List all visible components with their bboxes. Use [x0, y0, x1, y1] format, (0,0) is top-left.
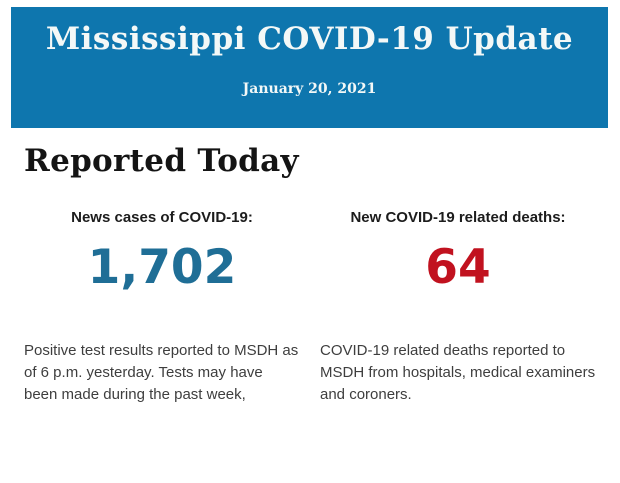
content-area: Reported Today News cases of COVID-19: 1…: [0, 143, 620, 406]
new-cases-label: News cases of COVID-19:: [71, 209, 253, 226]
new-cases-value: 1,702: [87, 240, 237, 295]
header-date: January 20, 2021: [242, 81, 377, 97]
stats-row: News cases of COVID-19: 1,702 Positive t…: [24, 208, 596, 406]
stat-new-cases: News cases of COVID-19: 1,702 Positive t…: [24, 208, 300, 406]
new-cases-description: Positive test results reported to MSDH a…: [24, 342, 299, 403]
new-deaths-description: COVID-19 related deaths reported to MSDH…: [320, 342, 596, 403]
new-deaths-value: 64: [425, 240, 491, 295]
page-title: Mississippi COVID-19 Update: [45, 21, 574, 57]
stat-new-deaths: New COVID-19 related deaths: 64 COVID-19…: [320, 208, 596, 406]
header-banner: Mississippi COVID-19 Update January 20, …: [11, 7, 608, 128]
section-heading: Reported Today: [24, 143, 299, 179]
new-deaths-label: New COVID-19 related deaths:: [350, 209, 566, 226]
